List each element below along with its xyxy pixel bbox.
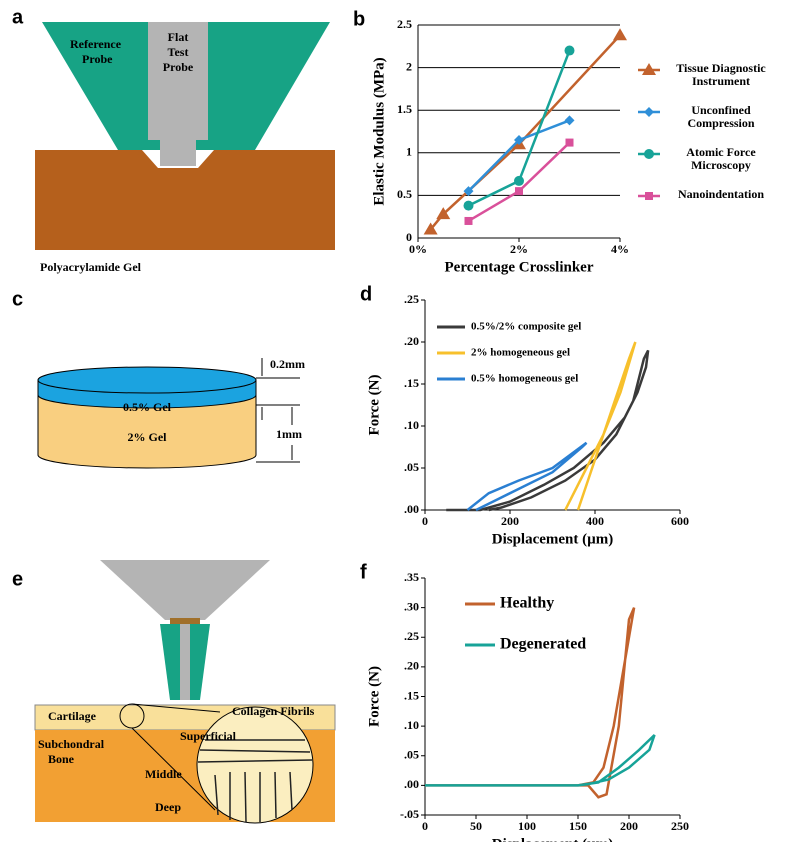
label: Test [168, 45, 189, 59]
marker [515, 187, 523, 195]
y-tick-label: 2.5 [397, 17, 412, 31]
y-tick-label: .25 [404, 292, 419, 306]
probe-tip [160, 138, 196, 166]
y-tick-label: 1.5 [397, 102, 412, 116]
y-tick-label: .05 [404, 748, 419, 762]
x-tick-label: 50 [470, 819, 482, 833]
y-tick-label: .00 [404, 502, 419, 516]
label: Probe [163, 60, 194, 74]
label: 0.2mm [270, 357, 305, 371]
y-tick-label: 1 [406, 145, 412, 159]
y-tick-label: .15 [404, 688, 419, 702]
x-tick-label: 0 [422, 514, 428, 528]
label: Middle [145, 767, 182, 781]
legend-label: 0.5% homogeneous gel [471, 373, 578, 385]
y-tick-label: .05 [404, 460, 419, 474]
series-line [565, 342, 635, 510]
marker [465, 217, 473, 225]
x-tick-label: 150 [569, 819, 587, 833]
x-tick-label: 4% [611, 242, 629, 256]
legend-label: 0.5%/2% composite gel [471, 321, 581, 333]
label: Superficial [180, 729, 237, 743]
y-tick-label: .30 [404, 599, 419, 613]
label: Deep [155, 800, 181, 814]
marker [566, 139, 574, 147]
indenter-collar [170, 618, 200, 624]
legend-label: Tissue Diagnostic Instrument [662, 62, 780, 88]
x-tick-label: 400 [586, 514, 604, 528]
x-axis-label: Displacement (µm) [492, 531, 614, 547]
x-tick-label: 2% [510, 242, 528, 256]
panel-label: f [360, 561, 367, 583]
y-tick-label: .10 [404, 418, 419, 432]
indenter-pin [180, 624, 190, 700]
panel-label: c [12, 288, 23, 310]
label: Bone [48, 752, 75, 766]
marker [613, 28, 627, 40]
top-face [38, 367, 256, 393]
legend-label: Atomic Force Microscopy [662, 146, 780, 172]
marker [514, 176, 524, 186]
panel-label: a [12, 6, 24, 28]
legend-label: Degenerated [500, 636, 586, 653]
x-axis-label: Percentage Crosslinker [445, 259, 594, 275]
label: Subchondral [38, 737, 105, 751]
dimension-lines [256, 358, 300, 462]
series-line [431, 35, 620, 229]
legend-marker [644, 149, 654, 159]
y-tick-label: .35 [404, 570, 419, 584]
label: 0.5% Gel [123, 400, 172, 414]
legend-label: Nanoindentation [662, 188, 780, 201]
label: Polyacrylamide Gel [40, 260, 142, 274]
zoom-circle [197, 707, 313, 823]
label: Cartilage [48, 709, 97, 723]
legend-label: Healthy [500, 595, 554, 612]
indenter-body [100, 560, 270, 620]
series-line [425, 735, 655, 785]
label: Collagen Fibrils [232, 704, 315, 718]
label: 2% Gel [128, 430, 168, 444]
y-tick-label: .20 [404, 334, 419, 348]
y-tick-label: .15 [404, 376, 419, 390]
x-axis-label: Displacement (µm) [492, 836, 614, 842]
y-tick-label: 2 [406, 59, 412, 73]
y-tick-label: .25 [404, 629, 419, 643]
marker [565, 115, 575, 125]
y-tick-label: 0.5 [397, 187, 412, 201]
legend-marker [645, 192, 653, 200]
x-tick-label: 600 [671, 514, 689, 528]
label: 1mm [276, 427, 302, 441]
x-tick-label: 200 [501, 514, 519, 528]
x-tick-label: 0% [409, 242, 427, 256]
panel-label: d [360, 283, 372, 305]
figure: a Reference Probe Flat Test Probe Polyac… [0, 0, 792, 842]
y-tick-label: -.05 [400, 807, 419, 821]
marker [464, 201, 474, 211]
marker [565, 46, 575, 56]
y-tick-label: .00 [404, 777, 419, 791]
x-tick-label: 100 [518, 819, 536, 833]
panel-label: e [12, 568, 23, 590]
x-tick-label: 200 [620, 819, 638, 833]
label: Reference [70, 37, 122, 51]
label: Flat [168, 30, 189, 44]
x-tick-label: 0 [422, 819, 428, 833]
y-axis-label: Force (N) [366, 666, 382, 727]
x-tick-label: 250 [671, 819, 689, 833]
y-tick-label: .10 [404, 718, 419, 732]
legend-label: 2% homogeneous gel [471, 347, 570, 359]
panel-label: b [353, 8, 365, 30]
y-tick-label: .20 [404, 659, 419, 673]
legend-marker [644, 107, 654, 117]
y-axis-label: Elastic Modulus (MPa) [371, 57, 387, 205]
y-axis-label: Force (N) [366, 375, 382, 436]
label: Probe [82, 52, 113, 66]
legend-label: Unconfined Compression [662, 104, 780, 130]
